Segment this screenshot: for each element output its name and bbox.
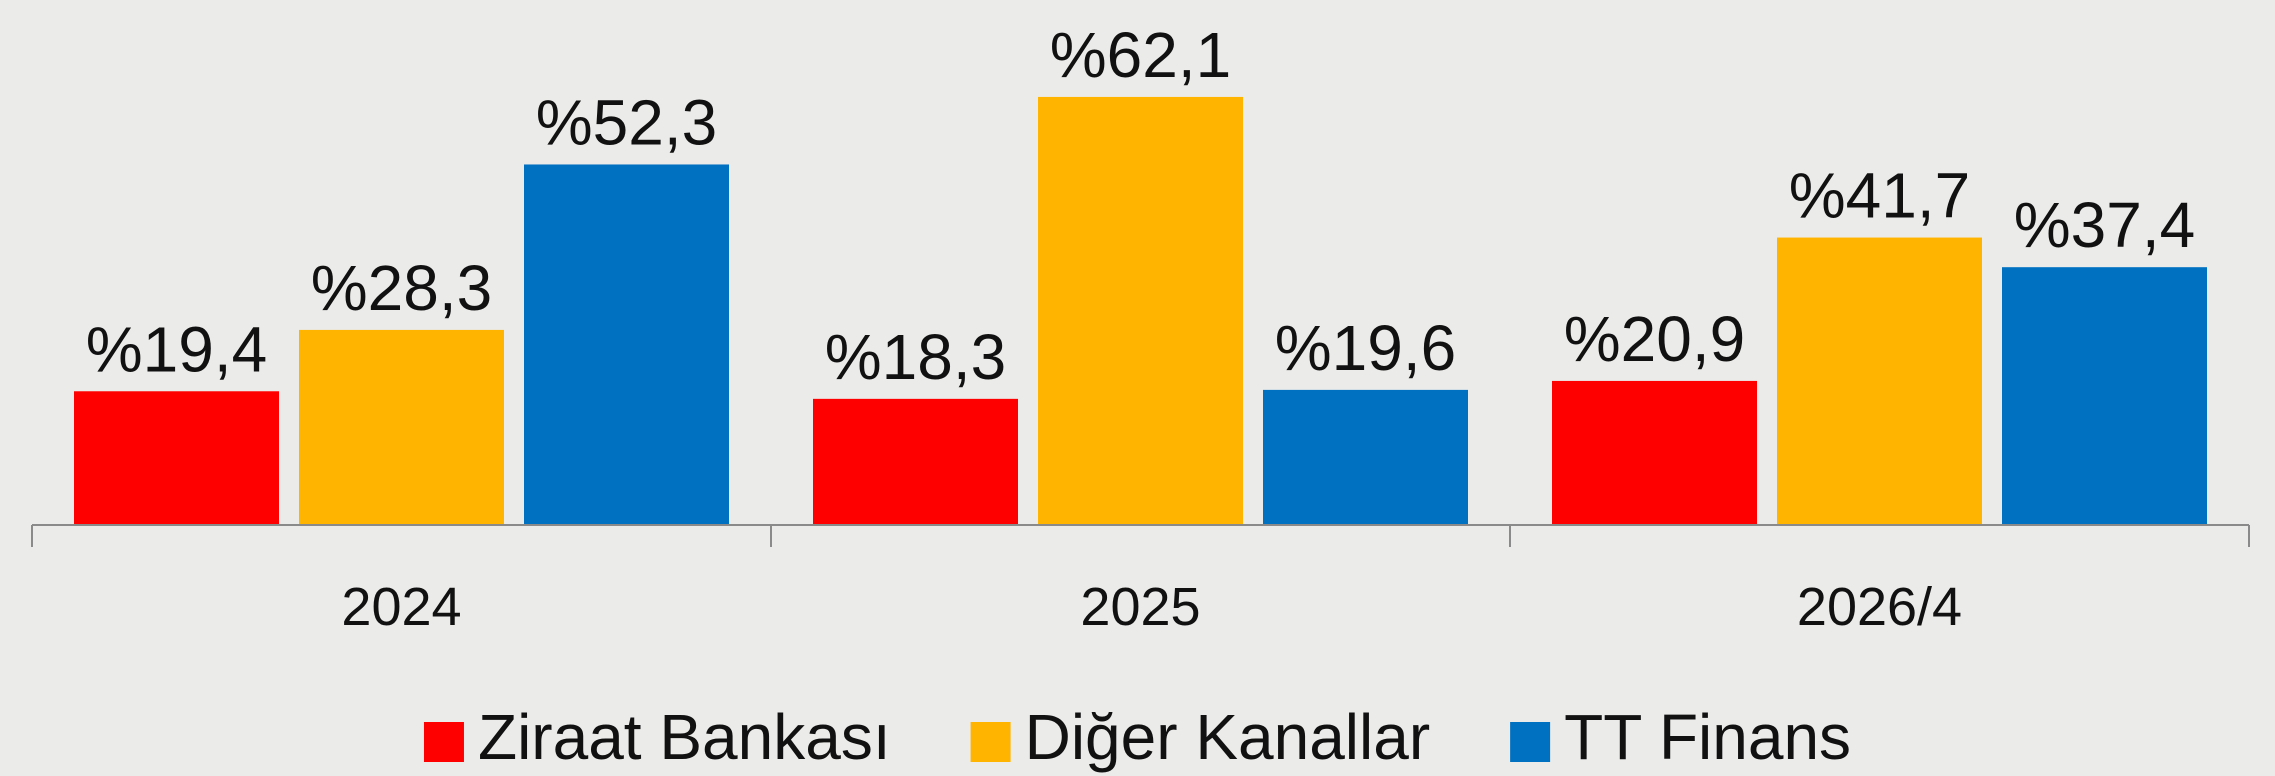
bar: [813, 398, 1018, 525]
value-label: %28,3: [311, 252, 492, 324]
value-label: %19,6: [1275, 312, 1456, 384]
bar: [2002, 267, 2207, 525]
bar: [524, 164, 729, 525]
value-label: %41,7: [1789, 160, 1970, 232]
bar: [74, 391, 279, 525]
bar: [299, 329, 504, 525]
bar: [1777, 237, 1982, 525]
value-label: %19,4: [86, 313, 267, 385]
value-label: %62,1: [1050, 19, 1231, 91]
bar: [1038, 96, 1243, 525]
legend-label: Ziraat Bankası: [478, 701, 891, 773]
legend-label: TT Finans: [1564, 701, 1851, 773]
x-tick-label: 2026/4: [1797, 577, 1962, 637]
value-label: %18,3: [825, 321, 1006, 393]
value-label: %52,3: [536, 86, 717, 158]
value-label: %20,9: [1564, 303, 1745, 375]
bar: [1263, 389, 1468, 525]
x-tick-label: 2024: [341, 577, 461, 637]
bar: [1552, 380, 1757, 525]
legend-swatch: [1510, 722, 1551, 762]
legend-label: Diğer Kanallar: [1025, 701, 1431, 773]
value-label: %37,4: [2014, 189, 2195, 261]
legend-swatch: [423, 722, 464, 762]
legend-swatch: [970, 722, 1011, 762]
x-tick-label: 2025: [1080, 577, 1200, 637]
